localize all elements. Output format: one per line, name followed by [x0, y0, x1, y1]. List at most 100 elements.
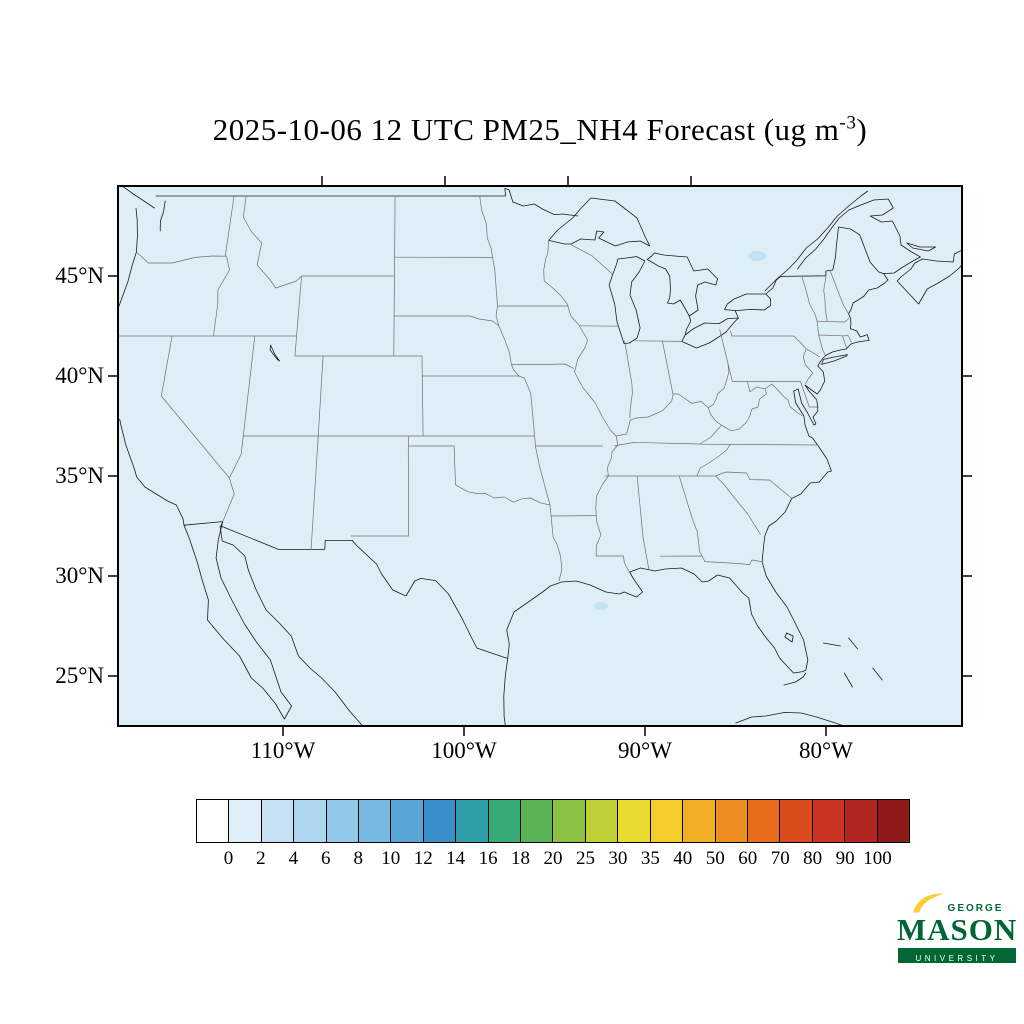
coastline [906, 242, 936, 252]
colorbar-cells [196, 799, 910, 843]
state-border [571, 244, 613, 275]
state-border [351, 445, 409, 537]
state-border [818, 334, 849, 337]
state-border [823, 275, 828, 322]
colorbar-cell [326, 800, 360, 842]
colorbar-cell [456, 800, 489, 842]
state-border [394, 315, 500, 327]
coastline [765, 226, 889, 295]
state-border [549, 504, 563, 582]
pm25-hotspots [594, 251, 766, 610]
colorbar-cell [845, 800, 878, 842]
colorbar-cell [261, 800, 295, 842]
state-border [829, 269, 849, 314]
map-frame [117, 185, 963, 727]
coastline [843, 672, 853, 688]
gmu-george-text: GEORGE [947, 903, 1004, 914]
state-border [498, 325, 512, 365]
colorbar-cell [683, 800, 716, 842]
coastline [848, 637, 859, 650]
colorbar-tick-label: 35 [640, 848, 660, 869]
lake-outline [784, 632, 794, 643]
state-border [294, 275, 302, 357]
lake-outline [724, 293, 771, 311]
state-border [160, 335, 235, 522]
colorbar-cell [715, 800, 748, 842]
coastline [183, 521, 292, 720]
colorbar-cell [812, 800, 846, 842]
state-border [479, 195, 498, 307]
colorbar-tick-label: 12 [413, 848, 433, 869]
state-border [614, 442, 701, 447]
state-border [696, 443, 731, 477]
us-forecast-map [108, 176, 972, 736]
colorbar-tick-label: 0 [223, 848, 234, 869]
colorbar-tick-label: 10 [381, 848, 401, 869]
state-border [242, 195, 302, 289]
colorbar-cell [229, 800, 262, 842]
state-border [229, 335, 256, 479]
lake-outline [681, 317, 739, 349]
coastline [684, 315, 692, 336]
state-border [806, 348, 820, 358]
state-border [800, 381, 819, 408]
coastline [118, 208, 185, 526]
state-border [715, 471, 793, 499]
colorbar-tick-label: 60 [738, 848, 758, 869]
plot-title: 2025-10-06 12 UTC PM25_NH4 Forecast (ug … [28, 112, 1024, 148]
pm25-patch [594, 602, 608, 610]
state-border [699, 424, 722, 445]
colorbar-cell [618, 800, 651, 842]
state-border [534, 445, 551, 506]
colorbar-tick-label: 20 [543, 848, 563, 869]
gmu-mason-text: MASON [896, 912, 1018, 947]
gmu-logo: GEORGE MASON UNIVERSITY [896, 890, 1018, 963]
coastline [735, 712, 846, 726]
coastline [734, 310, 739, 319]
state-border [136, 251, 227, 264]
colorbar-tick-label: 8 [353, 848, 364, 869]
colorbar-tick-label: 6 [321, 848, 331, 869]
state-border [747, 381, 803, 417]
state-border [543, 240, 550, 282]
longitude-tick-label: 80°W [799, 738, 853, 763]
state-border [421, 355, 424, 437]
longitude-tick-label: 100°W [431, 738, 497, 763]
state-border [842, 335, 847, 349]
coastline [821, 354, 848, 365]
state-border [678, 475, 703, 557]
state-border [634, 340, 682, 342]
coastline [783, 672, 807, 686]
colorbar-tick-label: 70 [770, 848, 790, 869]
state-border [793, 335, 814, 385]
colorbar-tick-label: 40 [673, 848, 693, 869]
state-border [700, 443, 818, 446]
colorbar-cell [391, 800, 424, 842]
colorbar-tick-label: 100 [863, 848, 892, 869]
lake-outline [608, 256, 646, 344]
state-border [847, 335, 852, 343]
state-border [408, 445, 551, 506]
coastline [797, 198, 921, 274]
colorbar-tick-label: 50 [705, 848, 725, 869]
colorbar-cell [294, 800, 327, 842]
state-border [636, 475, 650, 571]
title-suffix: ) [856, 112, 868, 147]
state-border [224, 195, 235, 257]
pm25-patch [747, 251, 766, 261]
state-border [317, 355, 324, 437]
state-border [511, 363, 574, 369]
colorbar-cell [650, 800, 684, 842]
colorbar-tick-label: 18 [511, 848, 530, 869]
colorbar-cell [747, 800, 781, 842]
lake-outline [646, 252, 718, 317]
latitude-tick-label: 30°N [55, 563, 104, 588]
axis-ticks [108, 176, 972, 736]
gmu-university-bar: UNIVERSITY [898, 948, 1016, 963]
coastline [896, 249, 962, 305]
map-geography [118, 186, 962, 726]
colorbar-tick-label: 80 [803, 848, 823, 869]
coastline [764, 190, 869, 292]
state-border [727, 363, 733, 382]
gmu-logo-top: GEORGE [911, 890, 1004, 914]
